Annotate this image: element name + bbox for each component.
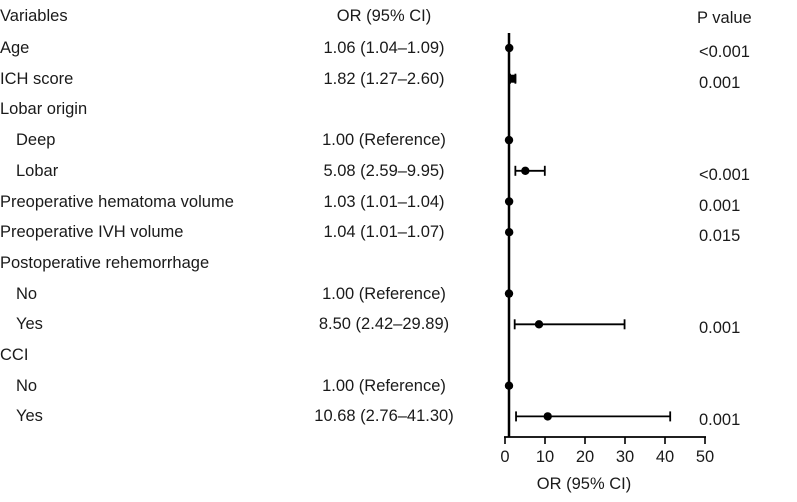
or-point xyxy=(534,320,544,329)
or-point xyxy=(521,166,530,175)
row-or-ci: 1.82 (1.27–2.60) xyxy=(323,69,445,88)
x-tick-label: 50 xyxy=(696,448,714,466)
row-or-ci: 1.06 (1.04–1.09) xyxy=(323,39,445,57)
row-or-ci: 1.04 (1.01–1.07) xyxy=(323,223,445,242)
row-label: Lobar xyxy=(16,161,59,180)
x-tick-label: 20 xyxy=(576,448,594,466)
header-p-value: P value xyxy=(697,9,752,27)
header-or-ci: OR (95% CI) xyxy=(336,7,432,25)
row-or-ci: 1.00 (Reference) xyxy=(322,131,446,150)
row-or-ci: 5.08 (2.59–9.95) xyxy=(323,161,445,180)
row-p-value: 0.001 xyxy=(699,73,741,92)
row-p-value: 0.001 xyxy=(699,411,741,430)
row-or-ci: 1.00 (Reference) xyxy=(322,284,446,303)
x-tick-label: 0 xyxy=(500,448,509,466)
row-label: Lobar origin xyxy=(0,100,88,119)
row-label: No xyxy=(16,376,38,395)
row-or-ci: 1.03 (1.01–1.04) xyxy=(323,192,445,211)
or-point xyxy=(504,135,514,145)
x-axis-label: OR (95% CI) xyxy=(536,475,632,493)
x-tick-label: 10 xyxy=(536,448,554,466)
row-p-value: 0.001 xyxy=(699,319,741,338)
row-p-value: 0.015 xyxy=(699,227,741,246)
or-point xyxy=(504,381,514,390)
or-point xyxy=(505,43,514,53)
row-label: Age xyxy=(0,39,30,57)
row-label: CCI xyxy=(0,346,29,364)
x-tick-label: 40 xyxy=(656,448,674,466)
row-p-value: <0.001 xyxy=(699,165,750,184)
row-or-ci: 10.68 (2.76–41.30) xyxy=(314,407,454,426)
row-label: Yes xyxy=(16,315,43,334)
row-label: Yes xyxy=(16,407,43,426)
or-point-square xyxy=(508,74,517,83)
row-p-value: 0.001 xyxy=(699,196,741,215)
row-p-value: <0.001 xyxy=(699,43,750,61)
x-tick-label: 30 xyxy=(616,448,634,466)
or-point xyxy=(504,228,514,237)
row-label: Deep xyxy=(16,131,56,150)
header-variables: Variables xyxy=(0,7,68,25)
row-label: ICH score xyxy=(0,69,74,88)
or-point xyxy=(543,412,552,421)
or-point xyxy=(504,289,514,298)
row-label: Postoperative rehemorrhage xyxy=(0,253,210,272)
row-or-ci: 1.00 (Reference) xyxy=(322,376,446,395)
row-or-ci: 8.50 (2.42–29.89) xyxy=(318,315,450,334)
row-label: Preoperative IVH volume xyxy=(0,223,184,242)
or-point xyxy=(504,197,514,206)
row-label: No xyxy=(16,284,38,303)
row-label: Preoperative hematoma volume xyxy=(0,192,234,211)
